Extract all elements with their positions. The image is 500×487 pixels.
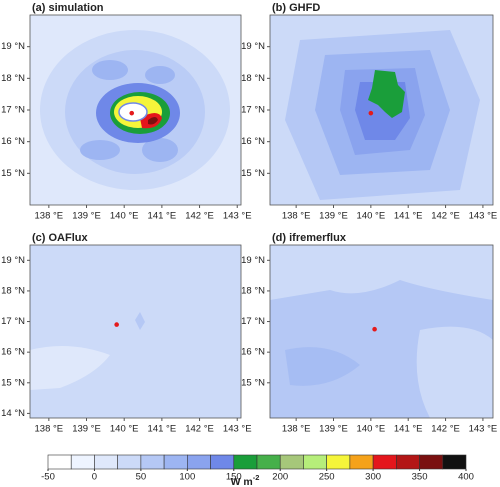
center-point — [129, 110, 135, 116]
unit-exponent: -2 — [253, 473, 260, 482]
x-tick-label: 143 °E — [469, 424, 498, 435]
colorbar-tick-label: 400 — [458, 472, 474, 483]
x-tick-label: 138 °E — [282, 424, 311, 435]
colorbar-tick-label: 150 — [226, 472, 242, 483]
colorbar-segment — [117, 454, 142, 470]
colorbar-tick-label: 200 — [272, 472, 288, 483]
colorbar-segment — [70, 454, 95, 470]
x-tick-label: 139 °E — [72, 211, 101, 222]
x-tick-label: 141 °E — [148, 424, 177, 435]
center-point — [368, 110, 374, 116]
y-tick-label: 17 °N — [241, 316, 265, 327]
x-tick-label: 142 °E — [185, 211, 214, 222]
y-tick-label: 16 °N — [1, 347, 25, 358]
field-b — [270, 15, 493, 205]
x-tick-label: 143 °E — [469, 211, 498, 222]
y-tick-label: 18 °N — [241, 285, 265, 296]
colorbar-segment — [442, 454, 467, 470]
center-point — [372, 326, 377, 332]
x-tick-label: 140 °E — [110, 211, 139, 222]
colorbar-segment — [326, 454, 351, 470]
y-tick-label: 17 °N — [1, 105, 25, 116]
y-tick-label: 19 °N — [241, 41, 265, 52]
x-tick-label: 139 °E — [319, 211, 348, 222]
field-a — [30, 15, 241, 205]
colorbar-segment — [279, 454, 304, 470]
field-d — [270, 245, 493, 418]
colorbar-label: W m-2 — [231, 473, 260, 487]
x-tick-label: 138 °E — [282, 211, 311, 222]
colorbar-segment — [372, 454, 397, 470]
x-tick-label: 141 °E — [394, 211, 423, 222]
x-tick-label: 140 °E — [357, 424, 386, 435]
x-tick-label: 142 °E — [185, 424, 214, 435]
x-tick-label: 143 °E — [223, 211, 252, 222]
panel-title: (a) simulation — [32, 2, 104, 14]
colorbar-tick-label: 250 — [319, 472, 335, 483]
x-tick-label: 140 °E — [110, 424, 139, 435]
center-point — [114, 322, 119, 327]
colorbar-tick-label: 300 — [365, 472, 381, 483]
colorbar-tick-label: 100 — [179, 472, 195, 483]
colorbar-segment — [303, 454, 327, 470]
colorbar-segment — [233, 454, 258, 470]
y-tick-label: 15 °N — [1, 377, 25, 388]
y-tick-label: 15 °N — [241, 168, 265, 179]
y-tick-label: 17 °N — [241, 105, 265, 116]
colorbar-tick-label: 350 — [412, 472, 428, 483]
colorbar-tick-label: -50 — [41, 472, 55, 483]
y-tick-label: 16 °N — [1, 136, 25, 147]
y-tick-label: 15 °N — [1, 168, 25, 179]
y-tick-label: 19 °N — [241, 255, 265, 266]
colorbar-segment — [163, 454, 188, 470]
x-tick-label: 141 °E — [148, 211, 177, 222]
colorbar-segment — [256, 454, 281, 470]
colorbar-segment — [210, 454, 235, 470]
x-tick-label: 142 °E — [431, 424, 460, 435]
x-tick-label: 140 °E — [357, 211, 386, 222]
x-tick-label: 139 °E — [72, 424, 101, 435]
colorbar-tick-label: 50 — [136, 472, 147, 483]
y-tick-label: 18 °N — [1, 73, 25, 84]
colorbar-tick-label: 0 — [92, 472, 97, 483]
colorbar-segment — [47, 454, 72, 470]
y-tick-label: 15 °N — [241, 377, 265, 388]
field-c — [30, 245, 241, 418]
y-tick-label: 16 °N — [241, 136, 265, 147]
panel-title: (b) GHFD — [272, 2, 320, 14]
y-tick-label: 19 °N — [1, 41, 25, 52]
y-tick-label: 14 °N — [1, 408, 25, 419]
colorbar-segment — [187, 454, 211, 470]
panel-title: (d) ifremerflux — [272, 232, 347, 244]
colorbar-segment — [396, 454, 420, 470]
panel-title: (c) OAFlux — [32, 232, 88, 244]
x-tick-label: 138 °E — [35, 424, 64, 435]
colorbar-segment — [349, 454, 374, 470]
frame — [29, 244, 242, 419]
y-tick-label: 18 °N — [241, 73, 265, 84]
colorbar-segment — [419, 454, 444, 470]
x-tick-label: 142 °E — [431, 211, 460, 222]
x-tick-label: 141 °E — [394, 424, 423, 435]
unit-text: W m — [231, 476, 253, 487]
y-tick-label: 18 °N — [1, 285, 25, 296]
colorbar-segment — [94, 454, 118, 470]
frame — [269, 244, 494, 419]
x-tick-label: 138 °E — [35, 211, 64, 222]
x-tick-label: 143 °E — [223, 424, 252, 435]
x-tick-label: 139 °E — [319, 424, 348, 435]
y-tick-label: 19 °N — [1, 255, 25, 266]
y-tick-label: 16 °N — [241, 347, 265, 358]
y-tick-label: 17 °N — [1, 316, 25, 327]
colorbar-segment — [140, 454, 165, 470]
